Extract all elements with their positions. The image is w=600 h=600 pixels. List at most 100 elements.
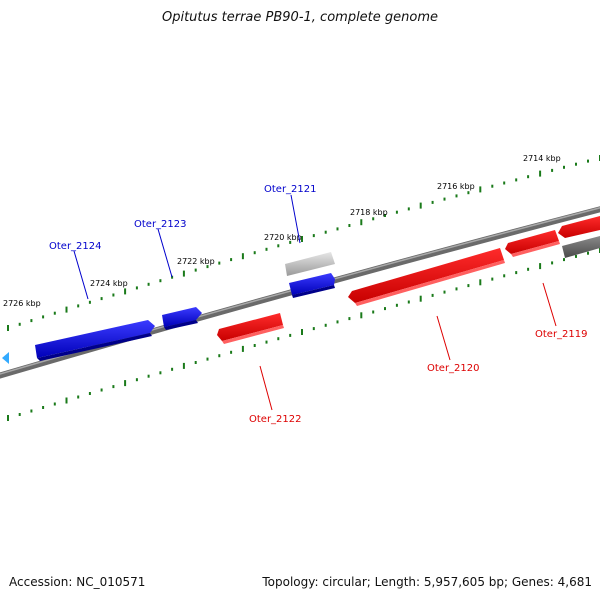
scale-tick	[88, 392, 91, 395]
scale-tick	[147, 282, 150, 286]
scale-tick	[431, 293, 434, 297]
gene-arrow-oter-2121[interactable]	[289, 273, 335, 298]
scale-tick	[563, 258, 565, 262]
scale-label-2722: 2722 kbp	[177, 257, 215, 266]
scale-tick	[515, 178, 518, 182]
scale-tick	[503, 181, 506, 185]
scale-tick	[336, 320, 339, 324]
scale-tick	[159, 279, 162, 283]
scale-tick	[230, 258, 233, 262]
scale-tick	[324, 323, 327, 327]
scale-tick	[30, 319, 33, 323]
gene-label-oter-2119[interactable]: Oter_2119	[535, 329, 588, 340]
scale-tick	[206, 357, 209, 361]
genome-title: Opitutus terrae PB90-1, complete genome	[161, 10, 439, 25]
scale-tick	[253, 344, 256, 347]
scale-tick	[77, 395, 80, 399]
scale-tick	[515, 271, 518, 275]
scale-label-2724: 2724 kbp	[90, 279, 128, 288]
scale-tick	[443, 290, 446, 294]
gene-arrow-oter-2120[interactable]	[348, 248, 505, 306]
scale-tick	[395, 303, 398, 307]
scale-tick	[135, 286, 138, 290]
label-line-oter-2124	[73, 250, 89, 300]
scale-tick	[491, 184, 494, 188]
scale-tick	[265, 247, 268, 251]
scale-tick	[324, 230, 327, 234]
gene-label-oter-2121[interactable]: Oter_2121	[264, 184, 317, 195]
gene-label-oter-2124[interactable]: Oter_2124	[49, 241, 102, 252]
scale-tick	[289, 240, 292, 244]
gene-label-oter-2120[interactable]: Oter_2120	[427, 363, 480, 374]
scale-tick	[218, 261, 221, 265]
label-line-oter-2120	[436, 315, 451, 361]
scale-tick	[407, 300, 410, 304]
scale-tick	[551, 168, 554, 172]
scale-tick	[539, 263, 542, 270]
gene-arrow-oter-2119[interactable]	[505, 230, 560, 257]
scale-tick	[77, 304, 80, 308]
gene-label-oter-2122[interactable]: Oter_2122	[249, 414, 302, 425]
scale-tick	[206, 265, 209, 269]
scale-tick	[182, 270, 185, 277]
scale-tick	[88, 300, 91, 304]
scale-tick	[241, 253, 244, 260]
scale-tick	[194, 361, 197, 364]
scale-tick	[503, 274, 506, 278]
scale-tick	[455, 194, 458, 198]
scale-tick	[479, 279, 482, 286]
scale-tick	[587, 159, 589, 163]
scale-tick	[360, 312, 363, 319]
scale-tick	[312, 234, 315, 238]
gene-arrow-oter-2124[interactable]	[35, 320, 155, 361]
scale-tick	[312, 327, 315, 331]
scale-tick	[348, 224, 351, 227]
scale-tick	[443, 197, 446, 201]
inner-scale-ticks	[7, 247, 600, 421]
scale-tick	[171, 275, 174, 279]
scale-label-2720: 2720 kbp	[264, 233, 302, 242]
label-line-oter-2119	[542, 282, 557, 327]
scale-tick	[289, 333, 292, 337]
scale-tick	[384, 214, 386, 217]
scale-tick	[135, 378, 138, 382]
accession-text: Accession: NC_010571	[9, 575, 146, 589]
gene-arrow-oter-2122[interactable]	[217, 313, 284, 344]
scale-tick	[124, 288, 127, 295]
scale-tick	[182, 362, 185, 369]
scale-tick	[348, 317, 351, 321]
scale-tick	[253, 251, 256, 255]
gene-label-oter-2123[interactable]: Oter_2123	[134, 219, 187, 230]
scale-tick	[53, 402, 56, 406]
marker-arrow-icon	[2, 352, 9, 364]
scale-tick	[539, 170, 542, 177]
gene-arrow-next-dark[interactable]	[562, 236, 600, 258]
scale-tick	[42, 406, 45, 409]
scale-tick	[65, 397, 68, 404]
scale-tick	[372, 310, 375, 314]
label-line-oter-2121	[290, 194, 301, 244]
gene-arrow-next-forward[interactable]	[558, 216, 600, 238]
scale-tick	[18, 413, 21, 416]
scale-tick	[230, 350, 233, 354]
gene-arrow-oter-2123[interactable]	[162, 307, 202, 330]
scale-tick	[301, 236, 303, 242]
scale-tick	[384, 307, 386, 311]
scale-tick	[277, 244, 280, 248]
scale-tick	[30, 409, 33, 413]
scale-tick	[171, 367, 174, 371]
scale-label-2718: 2718 kbp	[350, 208, 388, 217]
scale-tick	[467, 191, 470, 195]
label-line-oter-2122	[259, 365, 273, 411]
gene-arrow-pseudo[interactable]	[285, 252, 335, 276]
scale-tick	[218, 354, 221, 358]
scale-tick	[7, 415, 9, 421]
label-line-oter-2123	[157, 228, 173, 278]
scale-tick	[100, 297, 103, 301]
scale-tick	[551, 261, 554, 265]
scale-tick	[124, 380, 127, 387]
scale-tick	[53, 311, 56, 315]
scale-tick	[527, 175, 530, 179]
scale-tick	[265, 340, 268, 344]
